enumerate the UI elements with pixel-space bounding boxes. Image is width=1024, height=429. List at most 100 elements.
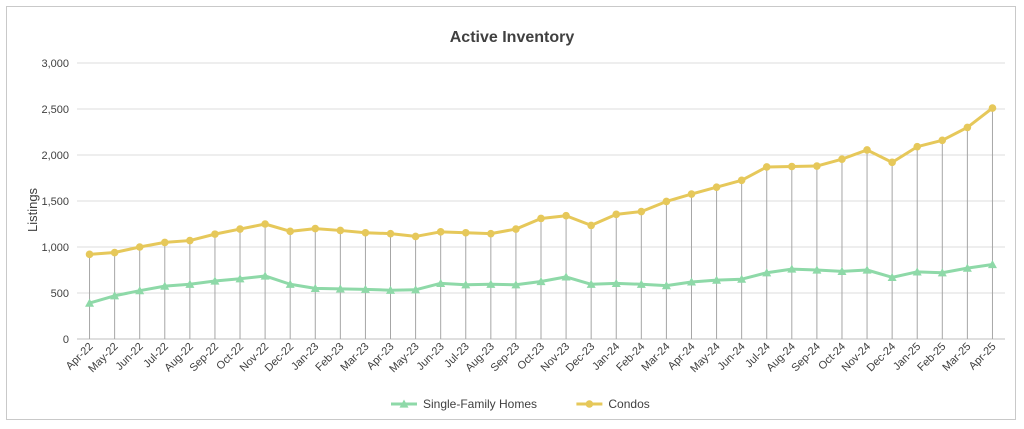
data-point <box>110 291 120 300</box>
data-point <box>686 277 696 286</box>
data-point <box>987 259 997 269</box>
y-tick-label: 1,500 <box>41 196 69 208</box>
data-point <box>888 158 896 167</box>
data-point <box>937 268 947 277</box>
data-point <box>235 274 245 283</box>
y-tick-label: 3,000 <box>41 58 69 70</box>
data-point <box>737 274 747 283</box>
data-point <box>487 229 495 238</box>
data-point <box>335 284 345 293</box>
data-point <box>436 278 446 287</box>
y-tick-label: 1,000 <box>41 242 69 254</box>
data-point <box>260 271 270 280</box>
data-point <box>962 263 972 272</box>
data-point <box>912 267 922 276</box>
data-point <box>336 226 345 235</box>
x-tick-label: Jun-23 <box>415 341 447 373</box>
data-point <box>386 229 395 238</box>
data-point <box>160 238 169 247</box>
data-point <box>762 268 772 277</box>
data-point <box>585 400 594 408</box>
data-point <box>788 162 796 171</box>
data-point <box>436 228 445 236</box>
data-point <box>712 183 721 191</box>
y-tick-label: 0 <box>63 334 69 346</box>
y-axis-label: Listings <box>25 187 40 232</box>
x-tick-labels: Apr-22May-22Jun-22Jul-22Aug-22Sep-22Oct-… <box>64 341 999 375</box>
chart-frame: Active Inventory Listings 0 500 1,000 1,500… <box>6 6 1016 420</box>
data-point <box>160 281 170 290</box>
y-tick-label: 2,500 <box>41 104 69 116</box>
data-point <box>712 275 722 284</box>
data-point <box>837 266 847 275</box>
data-point <box>511 280 521 289</box>
data-point <box>386 285 396 294</box>
data-point <box>85 250 94 259</box>
data-point <box>637 207 646 216</box>
series-single-family-homes <box>85 259 997 307</box>
data-point <box>261 220 269 228</box>
data-point <box>587 221 595 230</box>
data-point <box>537 214 545 223</box>
x-tick-label: Jun-22 <box>114 341 146 373</box>
y-tick-label: 2,000 <box>41 150 69 162</box>
x-tick-label: Jun-24 <box>715 341 747 373</box>
legend-label: Single-Family Homes <box>423 397 537 411</box>
data-point <box>586 279 596 288</box>
data-point <box>135 243 144 251</box>
data-point <box>562 211 570 220</box>
data-point <box>662 197 671 206</box>
data-point <box>461 280 471 289</box>
data-point <box>486 279 496 288</box>
data-point <box>611 278 621 287</box>
data-point <box>361 228 370 237</box>
data-point <box>512 225 520 233</box>
series-condos <box>85 104 997 259</box>
data-point <box>185 279 195 288</box>
data-point <box>862 265 872 274</box>
data-point <box>236 225 244 233</box>
data-point <box>863 146 871 154</box>
data-point <box>286 227 294 236</box>
data-point <box>813 162 821 170</box>
data-point <box>411 232 420 241</box>
legend-item: Condos <box>576 397 650 411</box>
data-point <box>536 277 546 286</box>
data-point <box>461 228 470 237</box>
data-point <box>762 163 771 171</box>
data-point <box>963 123 972 132</box>
data-point <box>211 230 219 238</box>
data-point <box>85 298 95 307</box>
data-point <box>636 279 646 288</box>
data-point <box>311 224 320 233</box>
data-point <box>399 399 409 408</box>
data-point <box>913 142 922 151</box>
data-point <box>812 265 822 274</box>
data-point <box>612 210 621 219</box>
chart-title: Active Inventory <box>450 29 575 46</box>
x-tick-label: Mar-23 <box>338 341 371 374</box>
data-point <box>411 285 421 294</box>
x-tick-label: Mar-25 <box>940 341 973 374</box>
y-tick-labels: 0 500 1,000 1,500 2,000 2,500 3,000 <box>41 58 69 346</box>
data-point <box>938 136 947 145</box>
legend-label: Condos <box>608 397 649 411</box>
data-point <box>687 190 696 198</box>
x-tick-label: Apr-25 <box>967 341 999 373</box>
data-point <box>838 155 846 163</box>
data-point <box>887 272 897 281</box>
line-chart: Active Inventory Listings 0 500 1,000 1,500… <box>25 29 1005 411</box>
data-point <box>737 176 746 185</box>
data-point <box>360 284 370 293</box>
series-layer <box>85 104 997 307</box>
data-point <box>787 264 797 273</box>
legend-item: Single-Family Homes <box>391 397 537 411</box>
data-point <box>210 276 220 285</box>
data-point <box>285 279 295 288</box>
data-point <box>110 248 119 257</box>
data-point <box>186 236 194 245</box>
drop-lines <box>89 108 993 339</box>
data-point <box>135 286 145 295</box>
data-point <box>310 283 320 292</box>
y-tick-label: 500 <box>51 288 69 300</box>
